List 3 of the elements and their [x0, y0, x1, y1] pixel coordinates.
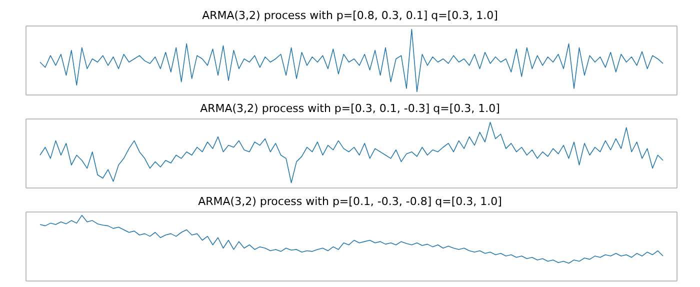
chart-title: ARMA(3,2) process with p=[0.3, 0.1, -0.3] q=[0.3, 1.0] [199, 101, 501, 116]
chart-title: ARMA(3,2) process with p=[0.8, 0.3, 0.1] q=[0.3, 1.0] [201, 8, 499, 23]
chart-title: ARMA(3,2) process with p=[0.1, -0.3, -0.8] q=[0.3, 1.0] [197, 194, 503, 209]
